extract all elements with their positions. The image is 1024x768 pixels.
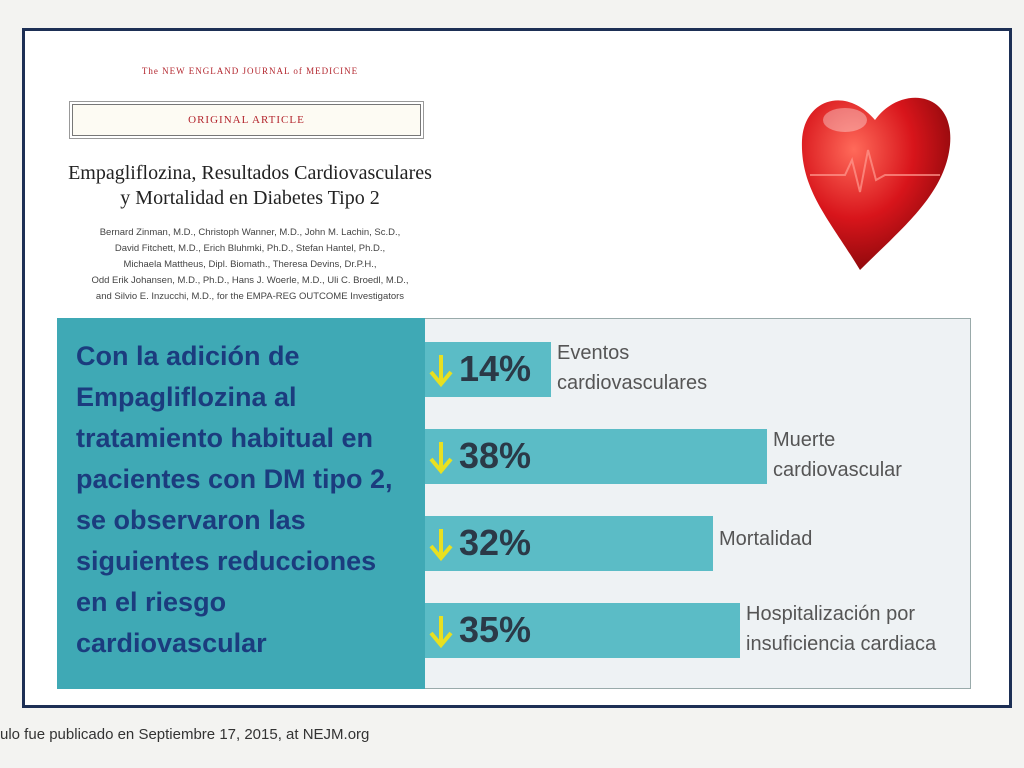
down-arrow xyxy=(429,442,453,474)
category-label: Mortalidad xyxy=(719,528,813,550)
article-title: y Mortalidad en Diabetes Tipo 2 xyxy=(120,187,380,209)
bar xyxy=(425,429,767,484)
authors: Bernard Zinman, M.D., Christoph Wanner, … xyxy=(99,227,401,238)
bar xyxy=(425,603,740,658)
down-arrow xyxy=(429,529,453,561)
article-type: ORIGINAL ARTICLE xyxy=(69,101,424,139)
bar xyxy=(425,516,713,571)
footer: ulo fue publicado en Septiembre 17, 2015… xyxy=(0,726,370,743)
summary-panel xyxy=(57,318,425,689)
heart-icon xyxy=(801,97,951,270)
value-label: 32% xyxy=(459,522,532,563)
category-label: Eventos cardiovasculares xyxy=(557,342,708,394)
authors: and Silvio E. Inzucchi, M.D., for the EM… xyxy=(95,291,405,302)
journal-name: The NEW ENGLAND JOURNAL of MEDICINE xyxy=(141,66,359,76)
bar xyxy=(425,342,551,397)
summary-text: Con la adición de Empagliflozina al trat… xyxy=(76,341,393,658)
authors: Odd Erik Johansen, M.D., Ph.D., Hans J. … xyxy=(91,275,409,286)
category-label: Muerte cardiovascular xyxy=(773,429,902,481)
category-label: Hospitalización por insuficiencia cardia… xyxy=(746,603,937,655)
down-arrow xyxy=(429,355,453,387)
value-label: 35% xyxy=(459,609,532,650)
authors: Michaela Mattheus, Dipl. Biomath., There… xyxy=(123,259,377,270)
authors: David Fitchett, M.D., Erich Bluhmki, Ph.… xyxy=(114,243,386,254)
article-title: Empagliflozina, Resultados Cardiovascula… xyxy=(68,162,432,184)
value-label: 38% xyxy=(459,435,532,476)
value-label: 14% xyxy=(459,348,532,389)
down-arrow xyxy=(429,616,453,648)
